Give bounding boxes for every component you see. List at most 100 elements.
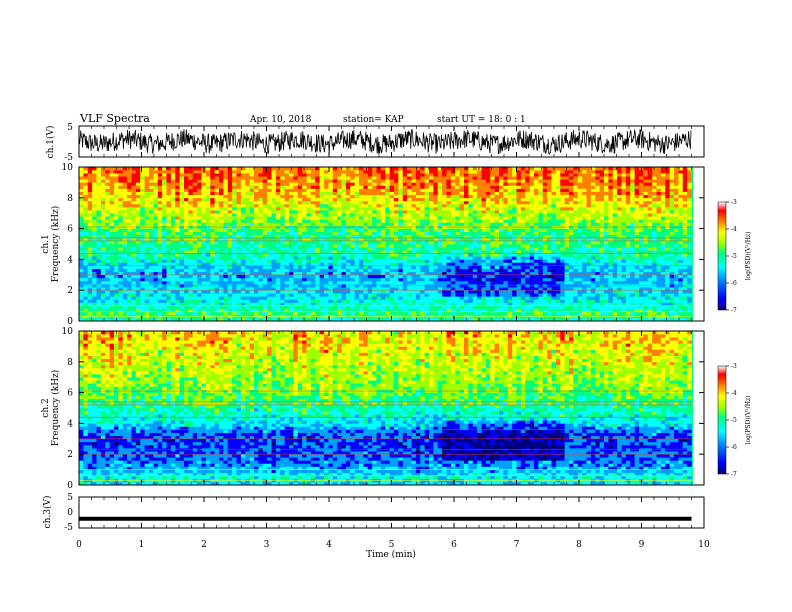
spectrogram-cell <box>341 170 347 174</box>
spectrogram-cell <box>332 216 338 220</box>
spectrogram-cell <box>201 222 207 226</box>
spectrogram-cell <box>345 247 351 251</box>
spectrogram-cell <box>122 277 128 282</box>
spectrogram-cell <box>144 182 150 186</box>
spectrogram-cell <box>109 237 115 242</box>
spectrogram-cell <box>262 308 268 313</box>
spectrogram-cell <box>337 271 342 276</box>
spectrogram-cell <box>188 280 194 285</box>
spectrogram-cell <box>359 287 364 291</box>
spectrogram-cell <box>92 253 97 257</box>
spectrogram-cell <box>499 287 504 291</box>
spectrogram-cell <box>512 302 517 306</box>
spectrogram-cell <box>170 256 176 260</box>
spectrogram-cell <box>144 234 150 239</box>
spectrogram-cell <box>149 213 154 217</box>
spectrogram-cell <box>271 228 277 232</box>
spectrogram-cell <box>162 185 167 189</box>
spectrogram-cell <box>354 182 360 186</box>
spectrogram-cell <box>79 170 84 174</box>
spectrogram-cell <box>184 308 189 313</box>
spectrogram-cell <box>87 194 93 199</box>
spectrogram-cell <box>223 210 229 214</box>
spectrogram-cell <box>289 293 294 297</box>
spectrogram-cell <box>367 167 373 171</box>
spectrogram-cell <box>402 194 408 199</box>
spectrogram-cell <box>411 244 417 248</box>
spectrogram-cell <box>92 191 97 196</box>
spectrogram-cell <box>149 265 154 269</box>
spectrogram-cell <box>280 197 285 202</box>
spectrogram-cell <box>302 253 307 257</box>
spectrogram-cell <box>350 176 355 180</box>
spectrogram-cell <box>468 311 474 316</box>
spectrogram-cell <box>149 268 154 273</box>
spectrogram-cell <box>394 240 399 245</box>
spectrogram-cell <box>109 200 115 205</box>
spectrogram-cell <box>363 265 369 269</box>
spectrogram-cell <box>227 216 233 220</box>
spectrogram-cell <box>297 280 303 285</box>
spectrogram-cell <box>162 219 167 223</box>
spectrogram-cell <box>275 287 281 291</box>
spectrogram-cell <box>175 234 180 239</box>
spectrogram-cell <box>324 256 329 260</box>
spectrogram-cell <box>262 210 268 214</box>
spectrogram-cell <box>367 173 373 177</box>
spectrogram-cell <box>262 256 268 260</box>
spectrogram-cell <box>337 203 342 208</box>
spectrogram-cell <box>280 182 285 186</box>
spectrogram-cell <box>512 228 517 232</box>
spectrogram-cell <box>100 213 106 217</box>
spectrogram-cell <box>175 280 180 285</box>
spectrogram-cell <box>385 253 390 257</box>
spectrogram-cell <box>184 170 189 174</box>
spectrogram-cell <box>306 305 312 309</box>
spectrogram-cell <box>122 216 128 220</box>
spectrogram-cell <box>245 265 250 269</box>
spectrogram-cell <box>407 237 412 242</box>
spectrogram-cell <box>328 256 334 260</box>
spectrogram-cell <box>227 262 233 266</box>
spectrogram-cell <box>114 247 119 251</box>
spectrogram-cell <box>350 228 355 232</box>
spectrogram-cell <box>415 222 421 226</box>
spectrogram-cell <box>184 207 189 211</box>
spectrogram-cell <box>201 231 207 236</box>
spectrogram-cell <box>96 274 102 279</box>
spectrogram-cell <box>481 287 487 291</box>
spectrogram-cell <box>363 262 369 266</box>
spectrogram-cell <box>442 308 447 313</box>
spectrogram-cell <box>429 203 434 208</box>
spectrogram-cell <box>127 271 132 276</box>
spectrogram-cell <box>284 222 290 226</box>
spectrogram-cell <box>144 293 150 297</box>
spectrogram-cell <box>433 179 439 183</box>
spectrogram-cell <box>372 203 377 208</box>
spectrogram-cell <box>153 317 159 322</box>
spectrogram-cell <box>157 182 163 186</box>
spectrogram-cell <box>87 256 93 260</box>
spectrogram-cell <box>258 296 264 300</box>
spectrogram-cell <box>411 200 417 205</box>
spectrogram-cell <box>341 268 347 273</box>
spectrogram-cell <box>499 293 504 297</box>
spectrogram-cell <box>512 259 517 263</box>
spectrogram-cell <box>197 277 202 282</box>
spectrogram-cell <box>455 194 460 199</box>
spectrogram-cell <box>254 182 259 186</box>
spectrogram-cell <box>227 274 233 279</box>
spectrogram-cell <box>219 253 224 257</box>
spectrogram-cell <box>118 231 124 236</box>
spectrogram-cell <box>359 274 364 279</box>
spectrogram-cell <box>420 244 425 248</box>
spectrogram-cell <box>170 259 176 263</box>
spectrogram-cell <box>315 173 320 177</box>
spectrogram-cell <box>306 173 312 177</box>
spectrogram-cell <box>328 274 334 279</box>
spectrogram-cell <box>319 262 325 266</box>
spectrogram-cell <box>402 299 408 303</box>
spectrogram-cell <box>83 240 89 245</box>
spectrogram-cell <box>236 219 242 223</box>
spectrogram-cell <box>188 222 194 226</box>
